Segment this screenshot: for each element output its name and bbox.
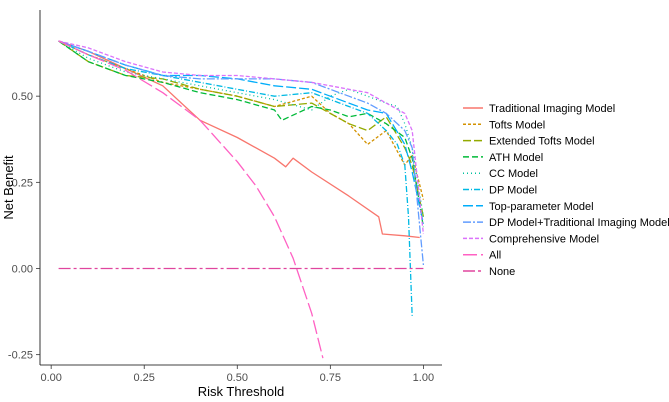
y-axis-ticks: -0.25 0.00 0.25 0.50 xyxy=(8,91,40,362)
series-line-cc-model xyxy=(58,40,425,217)
y-tick-label: 0.50 xyxy=(12,91,33,103)
legend-label-dp-model-traditional-imaging-model: DP Model+Traditional Imaging Model xyxy=(489,217,669,229)
x-tick-label: 0.50 xyxy=(227,372,248,384)
series-line-comprehensive-model xyxy=(58,40,425,235)
y-tick-label: 0.00 xyxy=(12,263,33,275)
x-tick-label: 1.00 xyxy=(413,372,434,384)
legend-label-all: All xyxy=(489,250,501,262)
legend-label-top-parameter-model: Top-parameter Model xyxy=(489,201,594,213)
x-tick-label: 0.75 xyxy=(320,372,341,384)
legend-label-comprehensive-model: Comprehensive Model xyxy=(489,233,599,245)
y-tick-label: 0.25 xyxy=(12,177,33,189)
x-axis-title: Risk Threshold xyxy=(198,384,284,399)
legend-label-ath-model: ATH Model xyxy=(489,152,543,164)
x-tick-label: 0.25 xyxy=(134,372,155,384)
y-tick-label: -0.25 xyxy=(8,350,33,362)
x-tick-label: 0.00 xyxy=(40,372,61,384)
y-axis-title: Net Benefit xyxy=(1,155,16,220)
series-line-tofts-model xyxy=(58,40,425,200)
series-line-all xyxy=(58,40,324,359)
series-line-ath-model xyxy=(58,40,425,228)
x-axis-ticks: 0.00 0.25 0.50 0.75 1.00 xyxy=(40,365,434,384)
axes xyxy=(39,10,442,366)
legend-label-none: None xyxy=(489,266,515,278)
series-line-extended-tofts-model xyxy=(58,40,425,217)
series-line-top-parameter-model xyxy=(58,40,425,224)
legend-label-dp-model: DP Model xyxy=(489,185,537,197)
legend: Traditional Imaging Model Tofts Model Exte… xyxy=(463,103,669,278)
series-line-dp-model-traditional-imaging-model xyxy=(58,40,425,266)
legend-label-cc-model: CC Model xyxy=(489,168,538,180)
legend-label-traditional-imaging-model: Traditional Imaging Model xyxy=(489,103,615,115)
legend-label-tofts-model: Tofts Model xyxy=(489,119,545,131)
legend-label-extended-tofts-model: Extended Tofts Model xyxy=(489,136,595,148)
plot-area xyxy=(58,40,425,359)
series-line-dp-model xyxy=(58,40,413,317)
